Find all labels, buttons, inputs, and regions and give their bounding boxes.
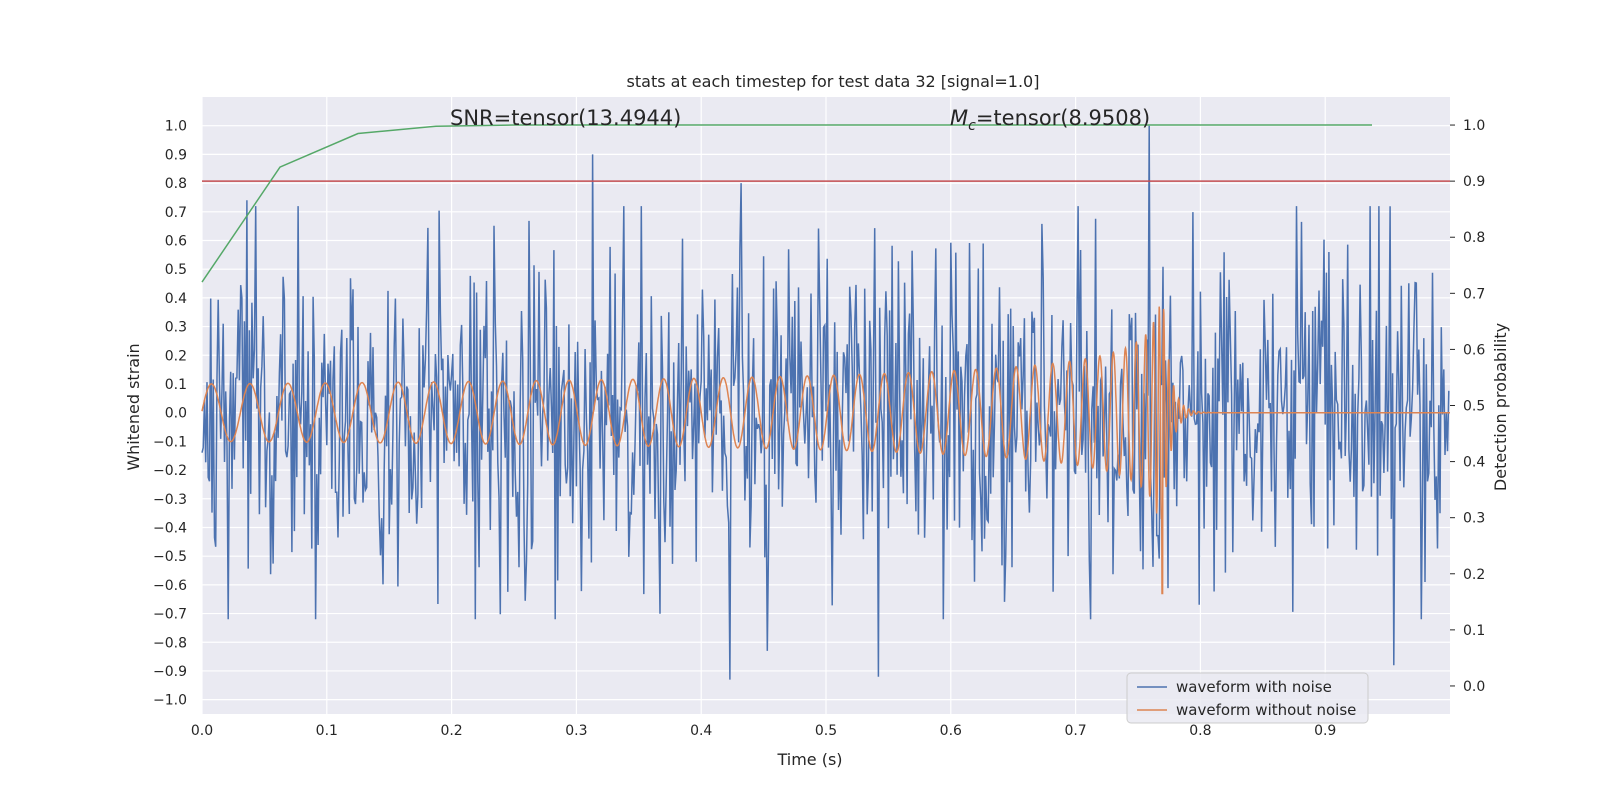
x-tick-labels: 0.0 0.1 0.2 0.3 0.4 0.5 0.6 0.7 0.8 0.9 bbox=[191, 723, 1336, 739]
mc-value: =tensor(8.9508) bbox=[976, 106, 1150, 130]
y-left-tick-label: 0.0 bbox=[165, 406, 187, 422]
y-right-tick-label: 1.0 bbox=[1463, 118, 1485, 134]
x-tick-label: 0.6 bbox=[940, 723, 962, 739]
x-tick-label: 0.2 bbox=[440, 723, 462, 739]
y-left-tick-label: −0.9 bbox=[153, 664, 187, 680]
y-left-tick-label: −0.8 bbox=[153, 635, 187, 651]
y-left-tick-label: −0.6 bbox=[153, 578, 187, 594]
x-tick-label: 0.7 bbox=[1064, 723, 1086, 739]
snr-annotation: SNR=tensor(13.4944) bbox=[450, 106, 681, 130]
y-right-tick-label: 0.4 bbox=[1463, 455, 1485, 471]
y-right-tick-label: 0.7 bbox=[1463, 286, 1485, 302]
y-left-tick-labels: 1.0 0.9 0.8 0.7 0.6 0.5 0.4 0.3 0.2 0.1 0.0 −0.1 −0.… bbox=[153, 119, 187, 709]
x-tick-label: 0.4 bbox=[690, 723, 712, 739]
probability-series-layer bbox=[201, 124, 1372, 283]
x-tick-label: 0.5 bbox=[815, 723, 837, 739]
y-right-tick-label: 0.5 bbox=[1463, 399, 1485, 415]
y-right-tick-label: 0.3 bbox=[1463, 511, 1485, 527]
y-right-tick-label: 0.8 bbox=[1463, 230, 1485, 246]
y-right-tick-labels: 1.0 0.9 0.8 0.7 0.6 0.5 0.4 0.3 0.2 0.1 0.0 bbox=[1450, 118, 1485, 695]
y-left-tick-label: −0.5 bbox=[153, 549, 187, 565]
chart-title: stats at each timestep for test data 32 … bbox=[627, 72, 1040, 91]
y-left-tick-label: 0.5 bbox=[165, 262, 187, 278]
y-left-tick-label: 0.2 bbox=[165, 348, 187, 364]
chirp-series-layer bbox=[201, 306, 1450, 595]
y-left-tick-label: 0.1 bbox=[165, 377, 187, 393]
y-left-tick-label: −0.1 bbox=[153, 434, 187, 450]
x-tick-label: 0.3 bbox=[565, 723, 587, 739]
y-left-tick-label: 0.8 bbox=[165, 176, 187, 192]
mc-symbol: M bbox=[950, 106, 968, 130]
y-left-tick-label: 0.7 bbox=[165, 205, 187, 221]
x-tick-label: 0.9 bbox=[1314, 723, 1336, 739]
legend: waveform with noise waveform without noi… bbox=[1126, 672, 1369, 724]
y-left-tick-label: 0.4 bbox=[165, 291, 187, 307]
y-left-tick-label: −1.0 bbox=[153, 693, 187, 709]
y-left-tick-label: 1.0 bbox=[165, 119, 187, 135]
y-right-tick-label: 0.0 bbox=[1463, 679, 1485, 695]
x-tick-label: 0.0 bbox=[191, 723, 213, 739]
y-left-tick-label: 0.9 bbox=[165, 147, 187, 163]
legend-box bbox=[1126, 672, 1369, 724]
legend-label-clean: waveform without noise bbox=[1176, 701, 1356, 719]
y-left-tick-label: 0.6 bbox=[165, 233, 187, 249]
y-left-tick-label: −0.7 bbox=[153, 607, 187, 623]
y-left-tick-label: −0.4 bbox=[153, 520, 187, 536]
x-tick-label: 0.8 bbox=[1189, 723, 1211, 739]
legend-label-noise: waveform with noise bbox=[1176, 678, 1332, 696]
y-left-tick-label: −0.3 bbox=[153, 492, 187, 508]
series-line-clean bbox=[201, 306, 1450, 595]
y-left-tick-label: −0.2 bbox=[153, 463, 187, 479]
mc-annotation: Mc=tensor(8.9508) bbox=[950, 106, 1150, 134]
x-tick-label: 0.1 bbox=[316, 723, 338, 739]
y-right-tick-label: 0.9 bbox=[1463, 174, 1485, 190]
y-left-axis-title: Whitened strain bbox=[124, 343, 143, 470]
series-line-noise bbox=[201, 125, 1450, 680]
y-left-tick-label: 0.3 bbox=[165, 320, 187, 336]
y-right-tick-label: 0.2 bbox=[1463, 567, 1485, 583]
y-right-tick-label: 0.1 bbox=[1463, 623, 1485, 639]
y-right-tick-label: 0.6 bbox=[1463, 342, 1485, 358]
y-right-axis-title: Detection probability bbox=[1491, 323, 1510, 491]
noise-series-layer bbox=[201, 125, 1450, 680]
mc-subscript: c bbox=[968, 118, 976, 134]
x-axis-title: Time (s) bbox=[776, 750, 842, 769]
series-line-probability bbox=[201, 124, 1372, 283]
